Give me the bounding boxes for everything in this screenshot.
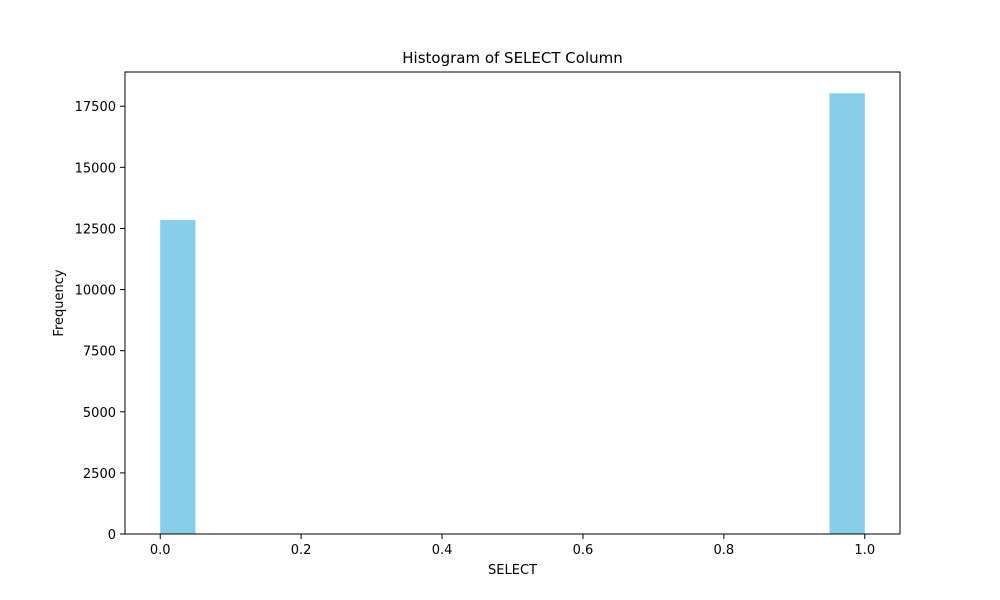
x-tick-label: 0.4 (432, 543, 453, 558)
bars-group (160, 93, 865, 535)
x-axis-ticks: 0.0 0.2 0.4 0.6 0.8 1.0 (150, 534, 875, 558)
y-tick-label: 0 (108, 528, 116, 543)
y-tick-label: 15000 (75, 161, 116, 176)
histogram-bar-0 (160, 219, 196, 534)
y-tick-label: 10000 (75, 284, 116, 299)
y-axis-label: Frequency (52, 269, 67, 336)
x-tick-label: 0.2 (291, 543, 312, 558)
y-tick-label: 17500 (75, 100, 116, 115)
plot-frame (124, 71, 901, 535)
x-tick-label: 0.8 (714, 543, 735, 558)
x-tick-label: 0.0 (150, 543, 171, 558)
y-tick-label: 7500 (83, 345, 116, 360)
x-tick-label: 1.0 (854, 543, 875, 558)
chart-title: Histogram of SELECT Column (402, 49, 623, 67)
y-tick-label: 2500 (83, 467, 116, 482)
histogram-bar-1 (829, 93, 865, 535)
x-axis-label: SELECT (488, 563, 537, 578)
y-axis-ticks: 0 2500 5000 7500 10000 12500 15000 17500 (75, 100, 125, 543)
x-tick-label: 0.6 (573, 543, 594, 558)
y-tick-label: 12500 (75, 222, 116, 237)
y-tick-label: 5000 (83, 406, 116, 421)
